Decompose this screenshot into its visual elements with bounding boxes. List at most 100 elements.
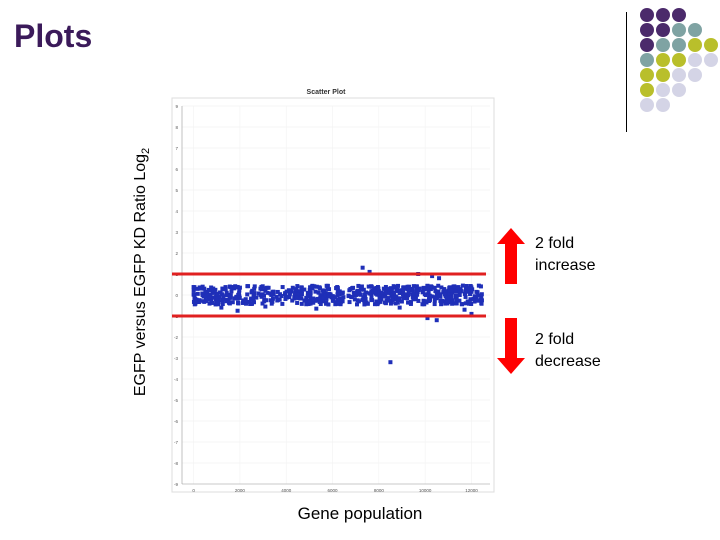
data-point	[396, 283, 401, 288]
slide-title: Plots	[14, 18, 93, 54]
data-point	[401, 292, 406, 297]
data-point	[402, 285, 407, 290]
data-point	[367, 291, 372, 296]
y-tick-label: -9	[174, 482, 178, 487]
data-point	[316, 290, 321, 295]
decorative-dot	[688, 38, 702, 52]
data-point	[479, 292, 484, 297]
decorative-dot	[656, 23, 670, 37]
data-point	[416, 298, 421, 303]
decorative-dot-grid	[640, 8, 720, 120]
data-point	[422, 292, 427, 297]
data-point	[405, 296, 410, 301]
data-point	[223, 286, 228, 291]
decorative-dot	[672, 23, 686, 37]
data-point	[361, 287, 366, 292]
x-tick-label: 12000	[465, 488, 478, 493]
data-point	[317, 296, 322, 301]
data-point	[211, 295, 216, 300]
data-point	[203, 289, 208, 294]
data-point	[441, 299, 446, 304]
data-point	[370, 298, 375, 303]
data-point	[425, 283, 430, 288]
data-point	[378, 299, 383, 304]
data-point	[472, 294, 477, 299]
y-tick-label: -5	[174, 398, 178, 403]
data-point	[271, 289, 276, 294]
data-point	[270, 296, 275, 301]
data-point	[221, 294, 226, 299]
data-point	[251, 295, 256, 300]
data-point	[434, 295, 439, 300]
decorative-dot	[640, 53, 654, 67]
data-point	[478, 284, 483, 289]
data-point	[325, 286, 330, 291]
data-point	[200, 293, 205, 298]
data-point	[318, 302, 323, 307]
data-point	[423, 299, 428, 304]
data-point	[237, 285, 242, 290]
data-point	[479, 301, 484, 306]
data-point	[233, 284, 238, 289]
data-point	[308, 301, 313, 306]
data-point	[321, 292, 326, 297]
data-point	[192, 295, 197, 300]
data-point	[393, 294, 398, 299]
data-point	[224, 292, 229, 297]
data-point	[230, 300, 235, 305]
data-point	[383, 286, 388, 291]
data-point	[308, 291, 313, 296]
data-point	[397, 291, 402, 296]
data-point	[219, 305, 224, 310]
data-point	[386, 296, 391, 301]
data-point	[252, 284, 257, 289]
down-arrow-icon	[497, 318, 525, 374]
data-point	[280, 301, 285, 306]
data-point	[321, 295, 326, 300]
data-point	[434, 292, 439, 297]
data-point	[220, 298, 225, 303]
data-point	[391, 284, 396, 289]
data-point	[432, 298, 437, 303]
data-point	[369, 294, 374, 299]
decorative-dot	[704, 53, 718, 67]
data-point	[324, 300, 329, 305]
divider-line	[626, 12, 627, 132]
decorative-dot	[640, 68, 654, 82]
data-point	[224, 299, 229, 304]
data-point	[237, 291, 242, 296]
data-point	[263, 304, 268, 309]
data-point	[326, 294, 331, 299]
y-tick-label: 2	[175, 251, 178, 256]
data-point	[211, 289, 216, 294]
data-point	[445, 299, 450, 304]
data-point	[288, 290, 293, 295]
y-tick-label: 6	[175, 167, 178, 172]
data-point	[356, 283, 361, 288]
data-point	[271, 292, 276, 297]
data-point	[429, 284, 434, 289]
data-point	[349, 294, 354, 299]
data-point	[318, 293, 323, 298]
data-point	[280, 285, 285, 290]
decorative-dot	[672, 83, 686, 97]
data-point	[373, 289, 378, 294]
data-point	[328, 292, 333, 297]
data-point	[202, 286, 207, 291]
data-point	[220, 302, 225, 307]
data-point	[420, 290, 425, 295]
x-tick-label: 6000	[328, 488, 339, 493]
data-point	[417, 286, 422, 291]
data-point	[454, 293, 459, 298]
data-point	[388, 301, 393, 306]
data-point	[462, 307, 467, 312]
data-point	[311, 300, 316, 305]
data-point	[262, 299, 267, 304]
data-point	[386, 290, 391, 295]
data-point	[207, 295, 212, 300]
data-point	[299, 301, 304, 306]
data-point	[313, 297, 318, 302]
data-point	[441, 290, 446, 295]
data-point	[314, 284, 319, 289]
data-point	[362, 302, 367, 307]
